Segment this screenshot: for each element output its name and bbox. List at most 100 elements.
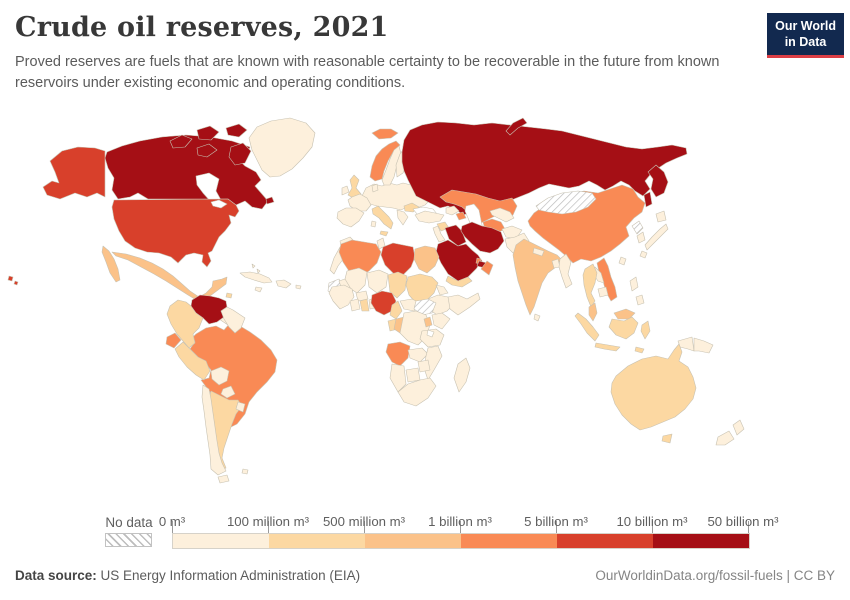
country-new-zealand-south[interactable] xyxy=(715,430,735,446)
country-tanzania[interactable] xyxy=(419,328,445,348)
country-cambodia[interactable] xyxy=(597,286,609,298)
country-guyanas[interactable] xyxy=(220,306,246,334)
country-uzbekistan[interactable] xyxy=(489,207,515,223)
country-ecuador[interactable] xyxy=(165,332,182,349)
country-sardinia[interactable] xyxy=(370,220,377,228)
legend-segment-1[interactable] xyxy=(269,534,365,548)
country-nepal[interactable] xyxy=(532,247,545,257)
credit-link[interactable]: OurWorldinData.org/fossil-fuels | CC BY xyxy=(595,568,835,583)
country-mongolia[interactable] xyxy=(535,190,597,215)
country-afghanistan[interactable] xyxy=(501,225,523,240)
country-west-africa[interactable] xyxy=(328,284,355,310)
country-uganda[interactable] xyxy=(423,316,433,328)
country-ghana[interactable] xyxy=(359,298,370,312)
country-kenya[interactable] xyxy=(431,312,451,330)
country-sri-lanka[interactable] xyxy=(533,313,541,322)
country-malaysia-borneo[interactable] xyxy=(613,308,636,320)
country-france[interactable] xyxy=(347,193,372,212)
country-chile[interactable] xyxy=(201,384,227,476)
country-caucasus[interactable] xyxy=(445,205,460,216)
country-greenland[interactable] xyxy=(248,117,316,178)
country-jordan-israel[interactable] xyxy=(432,225,446,243)
country-cameroon[interactable] xyxy=(389,300,403,320)
country-philippines-mindanao[interactable] xyxy=(635,294,645,306)
country-hispaniola[interactable] xyxy=(275,279,292,289)
country-algeria[interactable] xyxy=(338,239,382,278)
country-namibia[interactable] xyxy=(389,363,407,393)
country-sudan[interactable] xyxy=(405,273,439,304)
country-south-sudan[interactable] xyxy=(413,298,437,316)
country-paraguay[interactable] xyxy=(220,385,236,399)
country-united-states-alaska[interactable] xyxy=(42,146,106,200)
country-bahamas[interactable] xyxy=(251,263,261,274)
country-denmark[interactable] xyxy=(371,183,379,193)
country-malaysia[interactable] xyxy=(588,302,598,322)
country-russia-sakhalin[interactable] xyxy=(643,191,653,208)
country-south-korea[interactable] xyxy=(636,231,646,244)
country-botswana[interactable] xyxy=(405,367,421,383)
country-madagascar[interactable] xyxy=(453,357,471,393)
country-indonesia-java[interactable] xyxy=(594,342,621,352)
country-australia-tasmania[interactable] xyxy=(661,433,673,444)
country-italy-sicily[interactable] xyxy=(379,230,389,237)
country-north-korea[interactable] xyxy=(631,220,644,235)
country-eritrea[interactable] xyxy=(435,284,449,296)
country-indonesia-timor[interactable] xyxy=(634,346,645,354)
country-canada-arctic-1[interactable] xyxy=(169,134,193,149)
country-indonesia-kalimantan[interactable] xyxy=(608,316,639,340)
country-yemen[interactable] xyxy=(445,275,473,288)
country-cuba[interactable] xyxy=(239,271,273,284)
country-canada-baffin[interactable] xyxy=(228,142,252,166)
country-mexico[interactable] xyxy=(111,251,228,304)
country-india[interactable] xyxy=(512,238,562,316)
country-zimbabwe[interactable] xyxy=(417,359,431,373)
country-papua-new-guinea[interactable] xyxy=(693,337,714,354)
country-chad[interactable] xyxy=(387,271,408,299)
country-japan-hokkaido[interactable] xyxy=(655,210,667,223)
country-russia-kamchatka[interactable] xyxy=(647,164,669,198)
country-egypt[interactable] xyxy=(413,245,440,274)
country-canada-newfoundland[interactable] xyxy=(265,196,275,205)
country-ireland[interactable] xyxy=(341,185,350,196)
legend-segment-5[interactable] xyxy=(653,534,749,548)
country-thailand[interactable] xyxy=(582,263,598,308)
country-united-states-hawaii[interactable] xyxy=(7,275,19,286)
country-mali[interactable] xyxy=(344,267,368,294)
country-philippines-luzon[interactable] xyxy=(629,276,639,292)
country-niger[interactable] xyxy=(366,269,389,294)
country-indonesia-sulawesi[interactable] xyxy=(640,320,651,340)
country-puerto-rico[interactable] xyxy=(295,284,302,290)
country-colombia[interactable] xyxy=(166,299,204,349)
country-canada-arctic-2[interactable] xyxy=(196,125,220,141)
country-cote-divoire[interactable] xyxy=(349,298,361,312)
country-indonesia-sumatra[interactable] xyxy=(574,312,600,342)
country-mozambique[interactable] xyxy=(423,345,443,381)
country-tierra-del-fuego[interactable] xyxy=(217,474,230,484)
country-somalia[interactable] xyxy=(447,292,481,316)
country-falkland-islands[interactable] xyxy=(241,468,249,475)
country-united-kingdom[interactable] xyxy=(347,174,362,200)
country-peru[interactable] xyxy=(174,341,211,381)
legend-segment-4[interactable] xyxy=(557,534,653,548)
no-data-swatch[interactable] xyxy=(105,533,152,547)
country-australia[interactable] xyxy=(610,343,697,431)
country-myanmar[interactable] xyxy=(558,253,573,289)
country-iran[interactable] xyxy=(460,221,505,254)
country-uruguay[interactable] xyxy=(235,401,246,413)
country-united-states[interactable] xyxy=(111,198,240,268)
country-angola[interactable] xyxy=(385,341,411,367)
country-zambia[interactable] xyxy=(407,347,429,363)
country-balkans[interactable] xyxy=(396,209,409,226)
country-iceland[interactable] xyxy=(371,128,399,140)
country-turkey[interactable] xyxy=(414,210,445,224)
legend-segment-0[interactable] xyxy=(173,534,269,548)
country-azerbaijan[interactable] xyxy=(455,211,467,221)
country-jamaica[interactable] xyxy=(254,286,263,293)
country-canada-arctic-4[interactable] xyxy=(196,143,218,158)
legend-segment-2[interactable] xyxy=(365,534,461,548)
country-trinidad-and-tobago[interactable] xyxy=(225,292,233,299)
legend-segment-3[interactable] xyxy=(461,534,557,548)
country-italy[interactable] xyxy=(371,205,394,230)
country-oman[interactable] xyxy=(480,260,494,276)
country-burkina-faso[interactable] xyxy=(355,290,369,302)
